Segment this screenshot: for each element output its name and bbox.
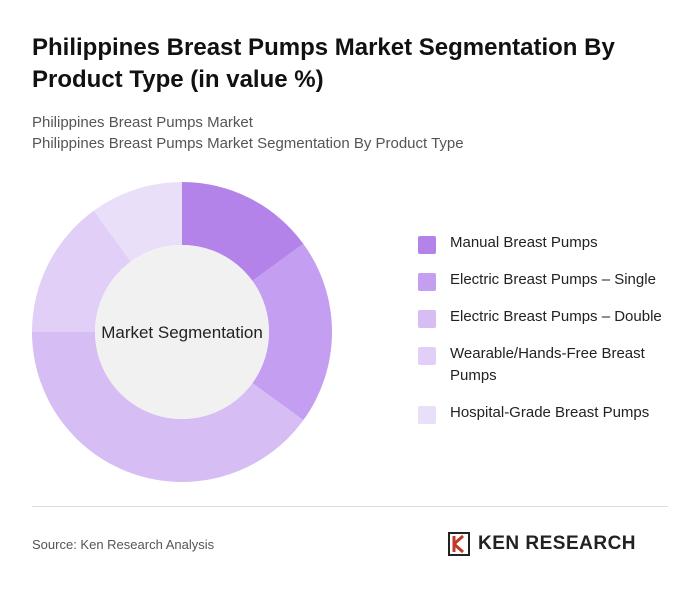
logo-icon [448, 532, 470, 556]
legend-swatch [418, 347, 436, 365]
donut-segment [182, 182, 304, 281]
legend-label: Hospital-Grade Breast Pumps [450, 404, 650, 421]
donut-segment [32, 210, 131, 332]
legend-item: Manual Breast Pumps [418, 232, 678, 254]
legend-label: Manual Breast Pumps [450, 234, 598, 251]
logo: KEN RESEARCH [448, 532, 636, 556]
donut-segment [93, 182, 182, 262]
legend-label: Wearable/Hands-Free Breast Pumps [450, 345, 645, 384]
legend-item: Wearable/Hands-Free Breast Pumps [418, 343, 678, 387]
legend-swatch [418, 406, 436, 424]
legend-item: Electric Breast Pumps – Single [418, 269, 678, 291]
chart-title: Philippines Breast Pumps Market Segmenta… [32, 34, 615, 93]
donut-segment [252, 243, 332, 421]
legend-label: Electric Breast Pumps – Single [450, 271, 656, 288]
subtitle: Philippines Breast Pumps Market Segmenta… [32, 135, 464, 152]
donut-chart: Market Segmentation [32, 182, 332, 482]
legend: Manual Breast Pumps Electric Breast Pumps… [418, 232, 678, 439]
logo-text: KEN RESEARCH [478, 533, 637, 554]
legend-swatch [418, 273, 436, 291]
legend-item: Electric Breast Pumps – Double [418, 306, 678, 328]
subtitle: Philippines Breast Pumps Market [32, 114, 253, 131]
legend-swatch [418, 236, 436, 254]
legend-label: Electric Breast Pumps – Double [450, 308, 662, 325]
divider [32, 506, 668, 507]
donut-hole [95, 245, 269, 419]
center-label: Market Segmentation [101, 323, 263, 342]
legend-swatch [418, 310, 436, 328]
donut-segment [32, 332, 304, 482]
source: Source: Ken Research Analysis [32, 537, 215, 552]
legend-item: Hospital-Grade Breast Pumps [418, 402, 678, 424]
